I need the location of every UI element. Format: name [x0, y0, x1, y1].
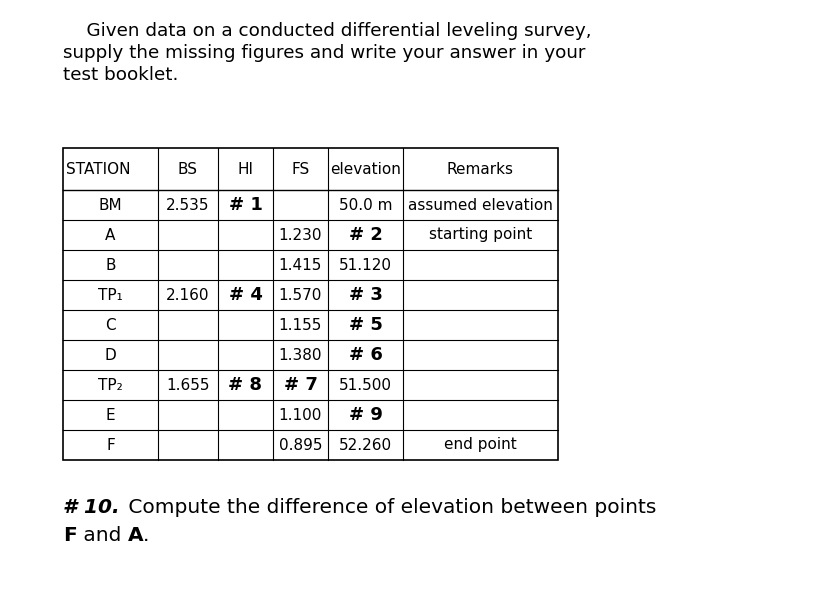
Text: # 7: # 7 — [283, 376, 317, 394]
Text: Given data on a conducted differential leveling survey,: Given data on a conducted differential l… — [63, 22, 590, 40]
Text: Remarks: Remarks — [447, 162, 514, 177]
Text: # 8: # 8 — [228, 376, 262, 394]
Text: and: and — [77, 526, 127, 545]
Text: assumed elevation: assumed elevation — [408, 198, 552, 213]
Text: BS: BS — [178, 162, 198, 177]
Text: 1.100: 1.100 — [279, 407, 322, 423]
Text: FS: FS — [291, 162, 309, 177]
Bar — [63, 148, 557, 460]
Text: 1.155: 1.155 — [279, 317, 322, 332]
Text: starting point: starting point — [428, 228, 532, 242]
Text: # 10.: # 10. — [63, 498, 119, 517]
Text: TP₂: TP₂ — [98, 377, 122, 392]
Text: # 2: # 2 — [348, 226, 382, 244]
Text: 52.260: 52.260 — [338, 438, 392, 453]
Text: # 3: # 3 — [348, 286, 382, 304]
Text: F: F — [63, 526, 77, 545]
Text: 51.120: 51.120 — [338, 257, 391, 272]
Text: 1.570: 1.570 — [279, 287, 322, 302]
Text: 2.160: 2.160 — [166, 287, 209, 302]
Text: BM: BM — [98, 198, 122, 213]
Text: # 9: # 9 — [348, 406, 382, 424]
Text: C: C — [105, 317, 116, 332]
Text: supply the missing figures and write your answer in your: supply the missing figures and write you… — [63, 44, 585, 62]
Text: E: E — [106, 407, 115, 423]
Text: 1.230: 1.230 — [279, 228, 322, 242]
Text: 1.655: 1.655 — [166, 377, 209, 392]
Text: 51.500: 51.500 — [338, 377, 391, 392]
Text: # 5: # 5 — [348, 316, 382, 334]
Text: 50.0 m: 50.0 m — [338, 198, 392, 213]
Text: A: A — [105, 228, 116, 242]
Text: B: B — [105, 257, 116, 272]
Text: .: . — [143, 526, 150, 545]
Text: D: D — [104, 347, 117, 362]
Text: STATION: STATION — [66, 162, 131, 177]
Text: A: A — [127, 526, 143, 545]
Text: elevation: elevation — [330, 162, 400, 177]
Text: TP₁: TP₁ — [98, 287, 122, 302]
Text: 0.895: 0.895 — [279, 438, 322, 453]
Text: end point: end point — [443, 438, 516, 453]
Text: # 6: # 6 — [348, 346, 382, 364]
Text: # 4: # 4 — [228, 286, 262, 304]
Text: 2.535: 2.535 — [166, 198, 209, 213]
Text: # 1: # 1 — [228, 196, 262, 214]
Text: 1.380: 1.380 — [279, 347, 322, 362]
Text: test booklet.: test booklet. — [63, 66, 178, 84]
Text: Compute the difference of elevation between points: Compute the difference of elevation betw… — [122, 498, 655, 517]
Text: F: F — [106, 438, 115, 453]
Text: HI: HI — [237, 162, 253, 177]
Text: 1.415: 1.415 — [279, 257, 322, 272]
